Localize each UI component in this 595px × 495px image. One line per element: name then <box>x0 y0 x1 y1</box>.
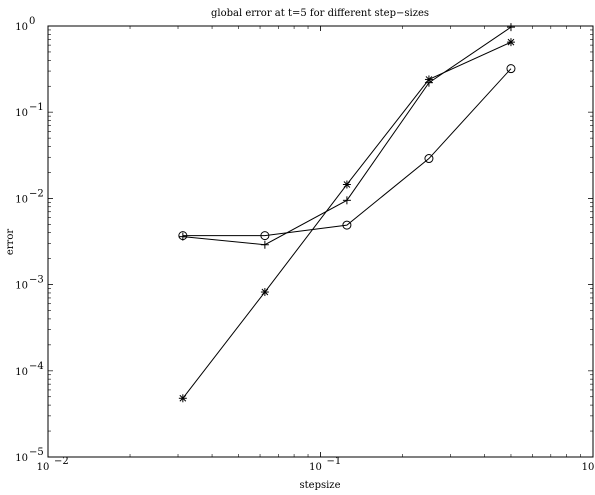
y-tick-label: 10 <box>15 194 28 205</box>
star-marker <box>424 75 433 84</box>
y-tick-exponent: −3 <box>29 275 44 286</box>
circle-marker <box>342 220 352 230</box>
star-marker-d2 <box>343 181 351 188</box>
y-tick-label: 10 <box>15 22 28 33</box>
y-axis-label: error <box>5 229 16 255</box>
y-tick-exponent: −5 <box>29 447 44 458</box>
star-marker-d2 <box>179 394 187 402</box>
y-tick-exponent: 0 <box>29 16 35 27</box>
y-tick-exponent: −2 <box>29 188 44 199</box>
x-tick-exponent: −2 <box>54 456 69 467</box>
y-tick-exponent: −1 <box>29 102 44 113</box>
circle-marker <box>424 154 434 164</box>
circle-marker <box>506 64 516 74</box>
plus-marker <box>178 232 187 241</box>
star-marker <box>342 180 351 189</box>
star-marker-d2 <box>261 288 269 296</box>
x-tick-label: 10 <box>37 462 50 473</box>
y-tick-label: 10 <box>15 108 28 119</box>
star-marker <box>506 38 515 47</box>
x-axis-label: stepsize <box>300 480 341 491</box>
y-tick-label: 10 <box>15 281 28 292</box>
y-tick-label: 10 <box>15 453 28 464</box>
y-tick-exponent: −4 <box>29 361 44 372</box>
y-tick-label: 10 <box>15 367 28 378</box>
x-tick-label: 10 <box>309 462 322 473</box>
x-tick-exponent: −1 <box>327 456 342 467</box>
plus-marker <box>260 240 269 249</box>
star-marker-d2 <box>507 38 515 46</box>
circle-marker <box>260 231 270 241</box>
star-marker <box>178 394 187 403</box>
plot-area <box>47 25 594 458</box>
star-marker <box>260 288 269 297</box>
series-star <box>178 38 515 403</box>
x-tick-label: 10 <box>582 462 595 473</box>
plus-marker <box>342 196 351 205</box>
plus-marker <box>506 23 515 32</box>
series-layer <box>178 23 516 403</box>
star-marker-d2 <box>425 76 433 83</box>
chart-title: global error at t=5 for different step−s… <box>211 8 429 19</box>
series-line-circle <box>182 68 512 237</box>
